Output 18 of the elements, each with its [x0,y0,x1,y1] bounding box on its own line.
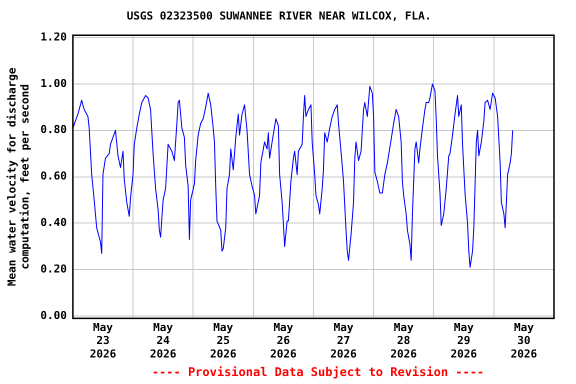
x-tick-label: May 24 2026 [150,320,177,360]
x-tick-label: May 27 2026 [330,320,358,360]
x-tick-label: May 26 2026 [270,320,297,360]
x-tick-label: May 29 2026 [450,320,478,360]
x-tick-label: May 25 2026 [210,320,237,360]
x-tick-label: May 23 2026 [90,320,117,360]
y-axis-title: Mean water velocity for discharge computation, feet per second [5,67,32,286]
x-tick-label: May 30 2026 [510,320,538,360]
chart-title: USGS 02323500 SUWANNEE RIVER NEAR WILCOX, FLA. [126,9,432,22]
y-tick-label: 0.40 [40,216,67,230]
y-tick-label: 1.00 [40,76,67,90]
y-tick-label: 0.20 [40,262,67,276]
x-tick-label: May 28 2026 [390,320,418,360]
y-tick-label: 0.00 [40,308,67,322]
text: ---- Provisional Data Subject to Revision ---- [150,364,486,380]
y-tick-label: 0.80 [40,123,67,136]
y-tick-label: 0.60 [40,170,67,183]
y-tick-label: 1.20 [40,30,67,44]
